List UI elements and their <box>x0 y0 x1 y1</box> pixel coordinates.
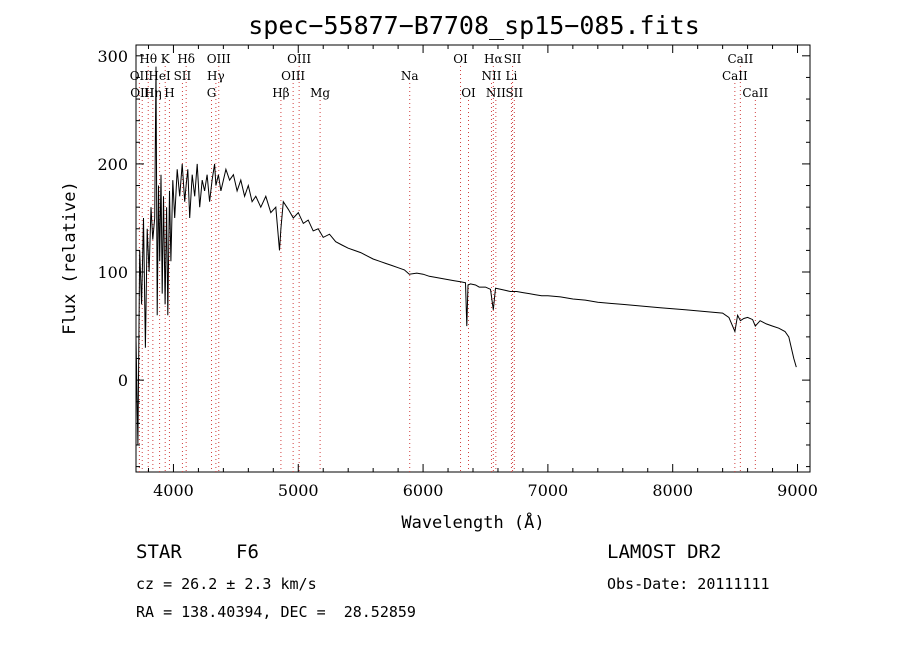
redshift-velocity: cz = 26.2 ± 2.3 km/s <box>136 575 317 593</box>
spectral-line-label: Li <box>506 69 518 83</box>
y-tick-label: 0 <box>118 371 128 390</box>
observation-date: Obs-Date: 20111111 <box>607 575 770 593</box>
x-tick-label: 4000 <box>153 481 194 500</box>
spectral-line-label: OI <box>453 52 468 66</box>
y-tick-label: 100 <box>97 263 128 282</box>
x-tick-label: 8000 <box>652 481 693 500</box>
spectral-line-label: Na <box>401 69 419 83</box>
object-subclass: F6 <box>236 541 259 563</box>
survey-name: LAMOST DR2 <box>607 541 722 563</box>
spectral-line-label: Mg <box>310 86 330 100</box>
y-tick-label: 200 <box>97 155 128 174</box>
x-axis-label: Wavelength (Å) <box>401 511 544 533</box>
x-tick-label: 7000 <box>528 481 569 500</box>
spectral-line-label: OII <box>130 69 150 83</box>
spectral-line-label: Hδ <box>177 52 195 66</box>
y-tick-label: 300 <box>97 47 128 66</box>
spectral-line-label: G <box>207 86 217 100</box>
chart-title: spec−55877−B7708_sp15−085.fits <box>248 11 700 40</box>
spectral-line-label: Hη <box>144 86 162 100</box>
spectral-line-label: Hθ <box>139 52 157 66</box>
spectral-line-label: HeI <box>148 69 171 83</box>
spectral-line-label: NII <box>481 69 501 83</box>
spectral-line-label: Hα <box>484 52 503 66</box>
spectral-line-label: SII <box>505 86 523 100</box>
spectral-line-label: K <box>161 52 171 66</box>
spectral-line-label: CaII <box>722 69 748 83</box>
spectral-line-label: SII <box>174 69 192 83</box>
spectral-line-label: CaII <box>742 86 768 100</box>
spectral-line-label: H <box>164 86 174 100</box>
spectral-line-label: OIII <box>287 52 311 66</box>
spectral-line-label: OI <box>461 86 476 100</box>
spectral-line-label: OIII <box>130 86 154 100</box>
coordinates: RA = 138.40394, DEC = 28.52859 <box>136 603 416 621</box>
x-tick-label: 5000 <box>278 481 319 500</box>
axis-ticks: 4000 5000 6000 7000 8000 9000 0 100 200 300 <box>97 45 818 500</box>
spectral-line-label: OIII <box>207 52 231 66</box>
flux-series-line <box>135 66 797 446</box>
spectral-line-label: SII <box>504 52 522 66</box>
spectral-line-label: OIII <box>281 69 305 83</box>
spectral-line-label: Hβ <box>272 86 289 100</box>
object-class: STAR <box>136 541 182 563</box>
spectral-line-label: Hγ <box>207 69 225 83</box>
spectral-line-label: CaII <box>727 52 753 66</box>
plot-frame <box>135 44 811 473</box>
x-tick-label: 9000 <box>777 481 818 500</box>
spectral-line-markers <box>138 66 756 472</box>
y-axis-label: Flux (relative) <box>60 181 80 335</box>
x-tick-label: 6000 <box>403 481 444 500</box>
spectral-line-label: NII <box>486 86 506 100</box>
